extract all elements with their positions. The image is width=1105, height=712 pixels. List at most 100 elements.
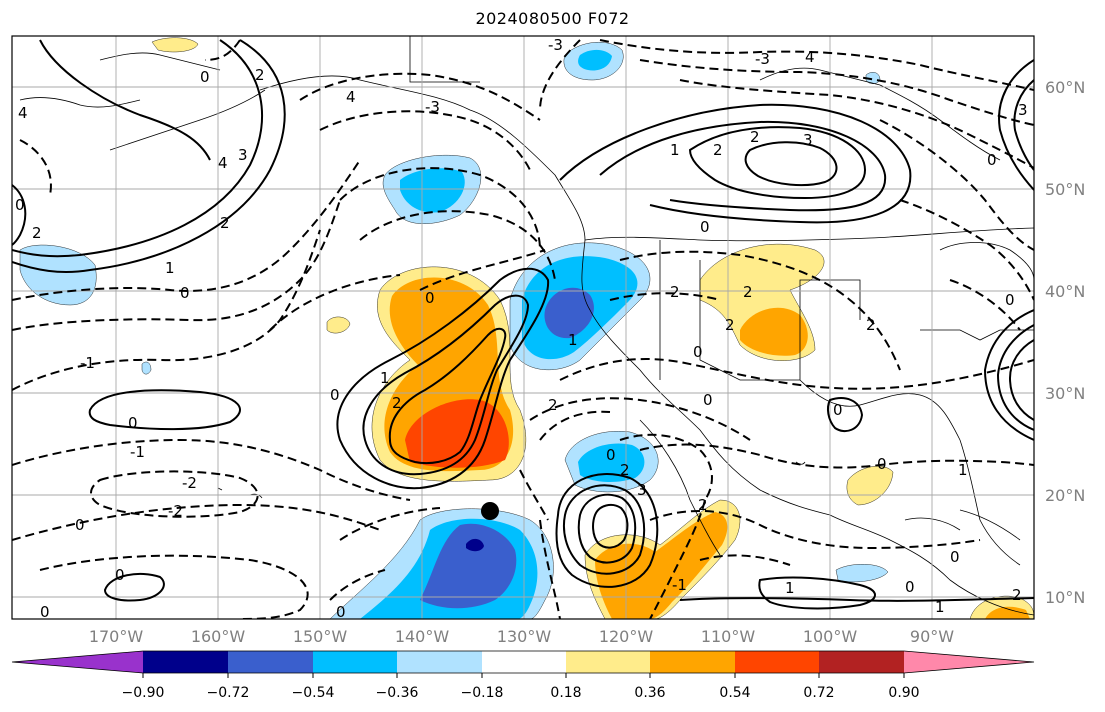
lon-label: 130°W — [497, 627, 552, 646]
contour-label: 0 — [877, 455, 887, 473]
colorbar-tick-labels: −0.90 −0.72 −0.54 −0.36 −0.18 0.18 0.36 … — [122, 685, 920, 701]
contour-label: 2 — [620, 461, 630, 479]
contour-label: 2 — [548, 396, 558, 414]
contour-label: 0 — [40, 603, 50, 621]
map-title: 2024080500 F072 — [475, 9, 630, 28]
contour-label: 0 — [833, 401, 843, 419]
contour-label: 0 — [200, 68, 210, 86]
colorbar-tick-label: 0.36 — [634, 685, 665, 701]
contour-label: -3 — [755, 50, 770, 68]
colorbar-tick-label: 0.18 — [550, 685, 581, 701]
contour-label: 4 — [346, 88, 356, 106]
contour-label: 0 — [128, 414, 138, 432]
contour-label: 1 — [935, 598, 945, 616]
contour-label: 3 — [803, 131, 813, 149]
solid-contours — [12, 39, 1034, 610]
contour-label: 2 — [750, 128, 760, 146]
lat-label: 10°N — [1045, 588, 1085, 607]
storm-position-marker — [481, 502, 499, 520]
contour-label: -2 — [168, 502, 183, 520]
contour-label: -2 — [182, 474, 197, 492]
lon-label: 140°W — [395, 627, 450, 646]
contour-label: 2 — [220, 214, 230, 232]
contour-label: 0 — [336, 603, 346, 621]
colorbar-segment — [313, 651, 397, 673]
colorbar-tick-label: 0.90 — [888, 685, 919, 701]
contour-label: 0 — [1005, 291, 1015, 309]
contour-label: 4 — [18, 104, 28, 122]
lon-label: 90°W — [910, 627, 954, 646]
map-frame — [11, 35, 1035, 620]
contour-label: 0 — [180, 284, 190, 302]
contour-label: -3 — [425, 98, 440, 116]
lat-label: 20°N — [1045, 486, 1085, 505]
contour-label: 2 — [255, 66, 265, 84]
colorbar-extend-low — [12, 651, 143, 673]
colorbar-tick-label: −0.36 — [376, 685, 419, 701]
contour-label: -1 — [672, 576, 687, 594]
contour-label: 2 — [725, 316, 735, 334]
contour-label: 0 — [950, 548, 960, 566]
colorbar-segment — [397, 651, 482, 673]
colorbar-extend-high — [904, 651, 1034, 673]
contour-label: 4 — [218, 154, 228, 172]
contour-label: -1 — [80, 354, 95, 372]
lat-label: 60°N — [1045, 78, 1085, 97]
colorbar-tick-label: 0.54 — [719, 685, 750, 701]
lat-label: 30°N — [1045, 384, 1085, 403]
contour-label: 0 — [905, 578, 915, 596]
colorbar-segment — [228, 651, 313, 673]
contour-label: 4 — [805, 48, 815, 66]
contour-label: 0 — [75, 516, 85, 534]
contour-label: 0 — [703, 391, 713, 409]
contour-label: 2 — [32, 224, 42, 242]
dashed-contours — [12, 39, 1034, 619]
contour-label: 2 — [698, 496, 708, 514]
lon-label: 150°W — [293, 627, 348, 646]
contour-label: 0 — [693, 343, 703, 361]
colorbar-segment — [650, 651, 735, 673]
contour-label: 1 — [165, 259, 175, 277]
contour-labels: -3 -3 4 4 -3 1 2 2 3 0 0 3 4 1 2 0 0 2 0… — [15, 36, 1028, 621]
contour-label: 2 — [866, 316, 876, 334]
contour-label: 2 — [713, 141, 723, 159]
lon-label: 100°W — [803, 627, 858, 646]
contour-label: 2 — [1012, 586, 1022, 604]
colorbar-tick-label: −0.72 — [207, 685, 250, 701]
contour-label: 3 — [637, 481, 647, 499]
lon-label: 110°W — [701, 627, 756, 646]
contour-label: 0 — [330, 386, 340, 404]
colorbar — [11, 650, 1035, 678]
latitude-labels: 60°N 50°N 40°N 30°N 20°N 10°N — [1045, 78, 1085, 607]
contour-label: -1 — [130, 443, 145, 461]
colorbar-segment — [735, 651, 819, 673]
contour-label: 3 — [1018, 101, 1028, 119]
colorbar-segment — [482, 651, 566, 673]
colorbar-tick-label: −0.54 — [292, 685, 335, 701]
contour-label: 0 — [115, 566, 125, 584]
lon-label: 170°W — [89, 627, 144, 646]
contour-label: 0 — [700, 218, 710, 236]
contour-label: 0 — [987, 151, 997, 169]
contour-label: 0 — [606, 446, 616, 464]
contour-label: -3 — [548, 36, 563, 54]
contour-label: 1 — [958, 461, 968, 479]
contour-label: 2 — [670, 283, 680, 301]
longitude-labels: 170°W 160°W 150°W 140°W 130°W 120°W 110°… — [89, 627, 954, 646]
contour-label: 2 — [743, 283, 753, 301]
colorbar-segment — [143, 651, 228, 673]
coastlines — [19, 36, 1034, 616]
colorbar-tick-label: −0.18 — [461, 685, 504, 701]
contour-label: 3 — [238, 146, 248, 164]
colorbar-tick-label: 0.72 — [803, 685, 834, 701]
contour-label: 1 — [785, 579, 795, 597]
lat-label: 50°N — [1045, 180, 1085, 199]
contour-label: 1 — [670, 141, 680, 159]
lon-label: 120°W — [599, 627, 654, 646]
colorbar-segment — [566, 651, 650, 673]
contour-label: 1 — [380, 369, 390, 387]
colorbar-segment — [819, 651, 904, 673]
contour-label: 1 — [568, 331, 578, 349]
lon-label: 160°W — [191, 627, 246, 646]
